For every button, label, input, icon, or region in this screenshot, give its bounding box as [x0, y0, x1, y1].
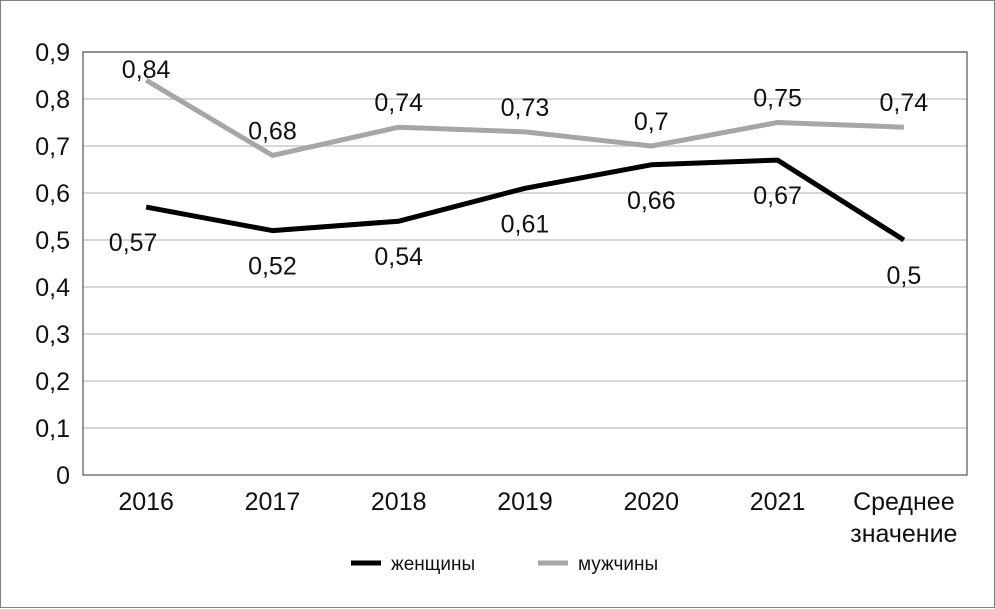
y-tick-label: 0,8 [35, 86, 70, 114]
data-label: 0,73 [501, 94, 550, 122]
data-label: 0,7 [634, 108, 669, 136]
y-axis-ticks: 0 0,1 0,2 0,3 0,4 0,5 0,6 0,7 0,8 0,9 [35, 39, 70, 490]
y-tick-label: 0 [56, 462, 70, 490]
data-labels: 0,57 0,52 0,54 0,61 0,66 0,67 0,5 0,84 0,68 0,74 0… [109, 56, 928, 290]
x-tick-label: 2016 [118, 488, 174, 516]
data-label: 0,75 [753, 85, 802, 113]
y-tick-label: 0,5 [35, 227, 70, 255]
x-tick-label: 2019 [497, 488, 553, 516]
data-label: 0,67 [753, 182, 802, 210]
x-tick-label: 2020 [623, 488, 679, 516]
y-tick-label: 0,9 [35, 39, 70, 67]
data-label: 0,54 [374, 243, 423, 271]
y-tick-label: 0,6 [35, 180, 70, 208]
data-label: 0,74 [374, 89, 423, 117]
data-label: 0,68 [248, 117, 297, 145]
data-label: 0,61 [501, 210, 550, 238]
series-lines [144, 78, 906, 243]
data-label: 0,84 [122, 56, 171, 84]
x-tick-label: Среднее значение [850, 488, 957, 548]
series-line-women [145, 157, 906, 243]
legend-label: мужчины [578, 554, 658, 575]
y-tick-label: 0,7 [35, 133, 70, 161]
data-label: 0,57 [109, 229, 158, 257]
x-tick-label: 2018 [371, 488, 427, 516]
legend-label: женщины [391, 554, 475, 575]
y-tick-label: 0,3 [35, 321, 70, 349]
x-tick-label: 2017 [245, 488, 301, 516]
plot-border [82, 51, 968, 476]
x-tick-label: 2021 [750, 488, 806, 516]
y-tick-label: 0,1 [35, 415, 70, 443]
series-line-men [144, 78, 904, 158]
legend: женщины мужчины [351, 554, 658, 575]
x-axis-ticks: 2016 2017 2018 2019 2020 2021 Среднее значение [118, 488, 957, 548]
y-tick-label: 0,2 [35, 368, 70, 396]
data-label: 0,52 [248, 253, 297, 281]
plot-area [82, 51, 968, 476]
data-label: 0,66 [627, 187, 676, 215]
data-label: 0,74 [880, 89, 929, 117]
data-label: 0,5 [886, 262, 921, 290]
y-tick-label: 0,4 [35, 274, 70, 302]
